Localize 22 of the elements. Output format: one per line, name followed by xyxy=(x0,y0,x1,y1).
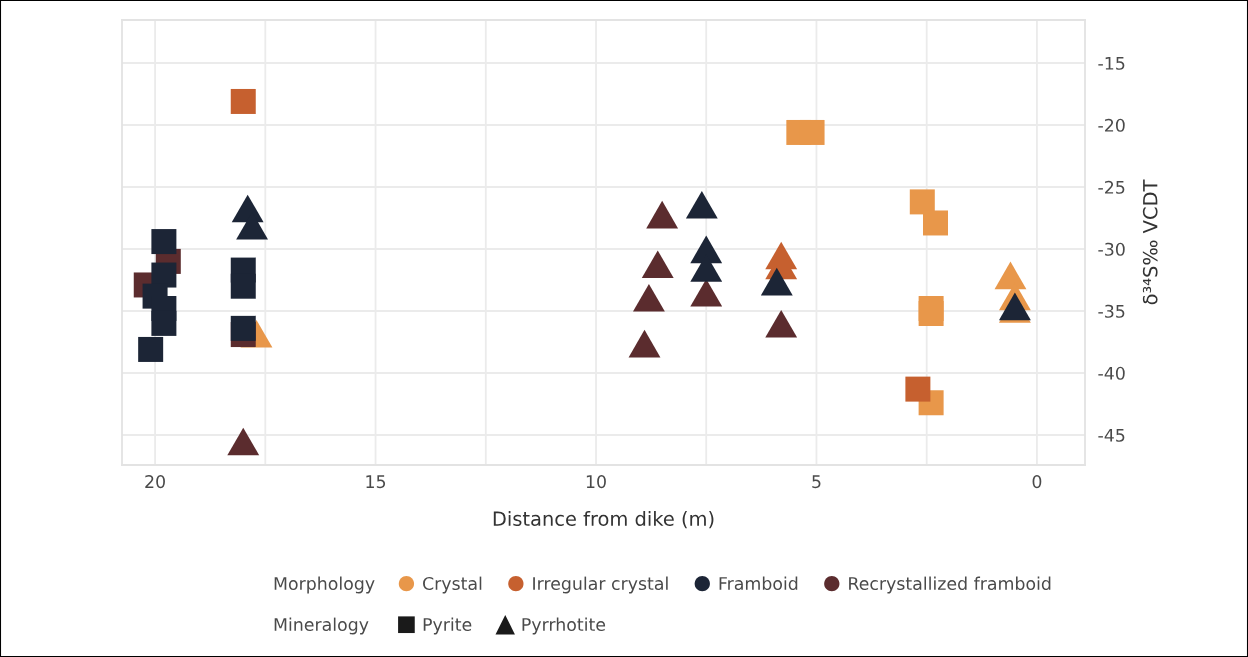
legend-label: Pyrite xyxy=(423,617,472,635)
text: Morphology xyxy=(274,576,375,594)
legend-label: Irregular crystal xyxy=(533,576,668,594)
y-axis-title: δ³⁴S‰ VCDT xyxy=(1142,179,1158,305)
legend-label: Crystal xyxy=(423,576,482,594)
text: Mineralogy xyxy=(274,617,369,635)
legend-label: Framboid xyxy=(719,576,798,591)
x-tick-label: 10 xyxy=(586,475,606,489)
y-tick-label: -30 xyxy=(1098,242,1125,256)
y-tick-label: -40 xyxy=(1098,366,1125,380)
x-axis-title: Distance from dike (m) xyxy=(493,510,714,529)
legend-label: Pyrrhotite xyxy=(522,617,606,635)
x-tick-label: 15 xyxy=(366,475,386,489)
x-tick-label: 20 xyxy=(145,475,165,489)
y-tick-label: -35 xyxy=(1098,304,1125,318)
y-tick-label: -25 xyxy=(1098,180,1125,194)
y-tick-label: -15 xyxy=(1098,56,1125,70)
y-tick-label: -45 xyxy=(1098,428,1125,442)
x-tick-label: 5 xyxy=(812,475,821,489)
x-tick-label: 0 xyxy=(1032,475,1042,489)
y-tick-label: -20 xyxy=(1098,118,1125,132)
legend-label: Recrystallized framboid xyxy=(849,576,1051,594)
